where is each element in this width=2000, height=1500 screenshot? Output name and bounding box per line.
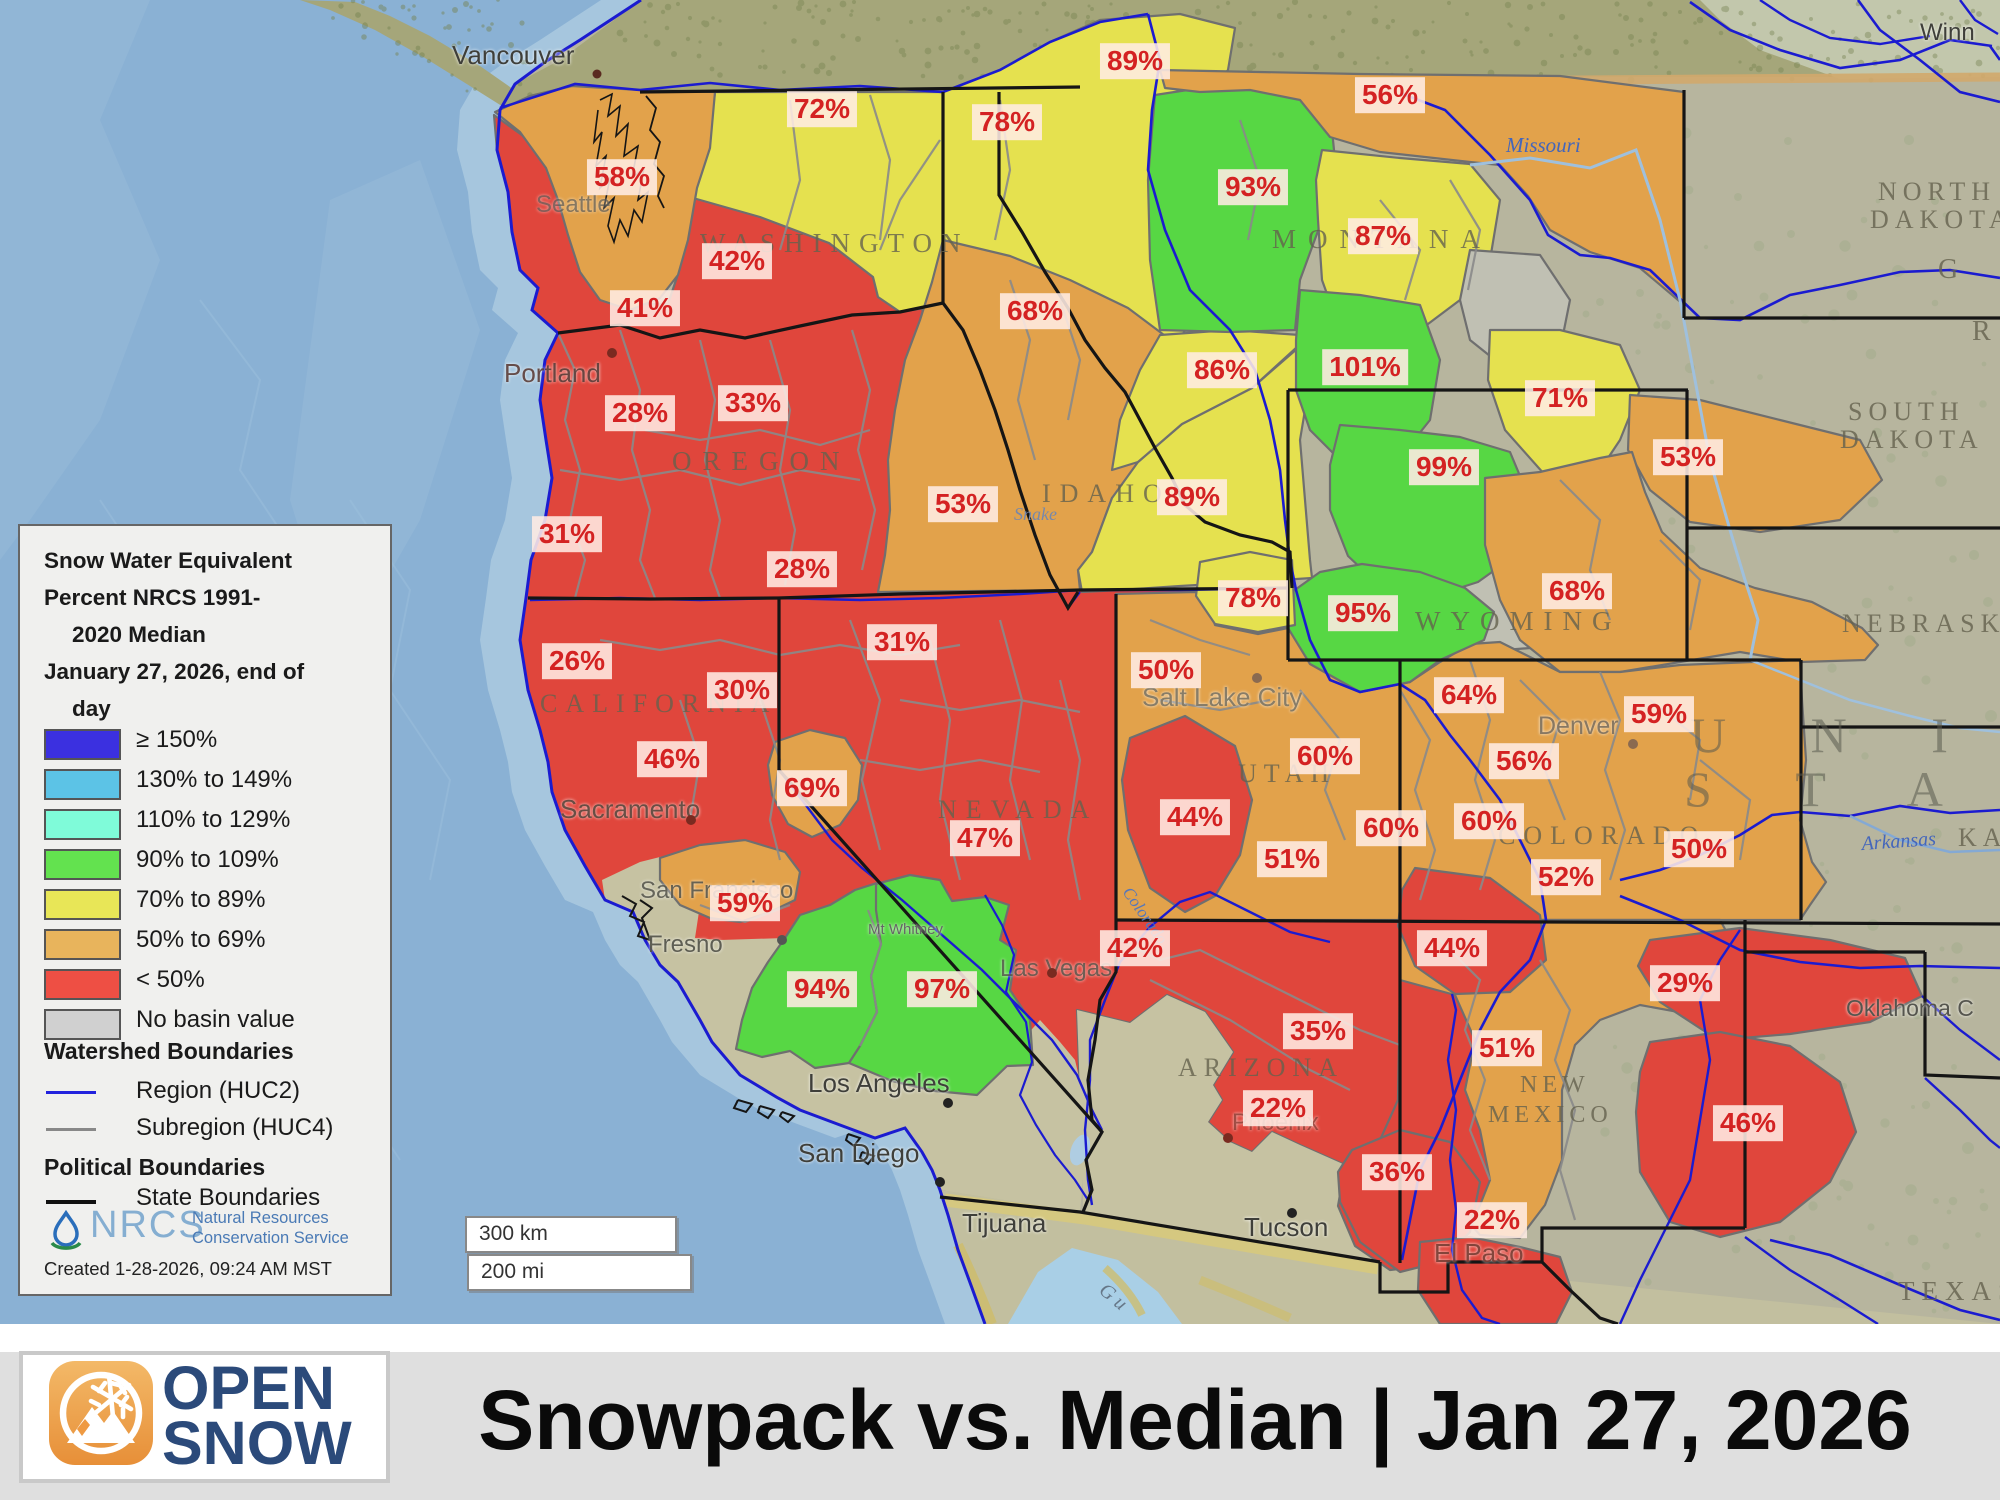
svg-text:U N I T E: U N I T E — [1690, 707, 2000, 763]
svg-text:IDAHO: IDAHO — [1042, 479, 1171, 508]
svg-text:Seattle: Seattle — [536, 191, 611, 218]
svg-text:Missouri: Missouri — [1505, 133, 1581, 157]
svg-text:DAKOTA: DAKOTA — [1870, 205, 2000, 234]
svg-text:R: R — [1972, 316, 1991, 347]
svg-text:Las Vegas: Las Vegas — [1000, 955, 1112, 982]
svg-text:WYOMING: WYOMING — [1415, 606, 1621, 636]
svg-text:SOUTH: SOUTH — [1848, 397, 1965, 426]
svg-text:Denver: Denver — [1538, 712, 1619, 740]
svg-text:NEW: NEW — [1520, 1072, 1590, 1098]
svg-text:TEXAS: TEXAS — [1898, 1276, 2000, 1306]
svg-text:Snake: Snake — [1014, 504, 1057, 524]
svg-text:S T A T E: S T A T E — [1684, 761, 2000, 817]
svg-text:Sacramento: Sacramento — [560, 794, 700, 824]
svg-text:MEXICO: MEXICO — [1488, 1102, 1613, 1128]
svg-text:Winn: Winn — [1920, 19, 1975, 46]
svg-text:Tijuana: Tijuana — [962, 1208, 1047, 1238]
svg-text:San Diego: San Diego — [798, 1138, 919, 1168]
svg-text:DAKOTA: DAKOTA — [1840, 425, 1984, 454]
svg-text:G: G — [1938, 254, 1958, 285]
svg-text:Fresno: Fresno — [648, 931, 723, 958]
svg-text:El Paso: El Paso — [1434, 1238, 1524, 1268]
svg-text:NORTH: NORTH — [1878, 177, 1996, 206]
svg-text:Mt Whitney: Mt Whitney — [868, 921, 944, 938]
svg-text:Portland: Portland — [504, 358, 601, 388]
svg-text:KANSAS: KANSAS — [1958, 823, 2000, 852]
svg-text:Arkansas: Arkansas — [1859, 828, 1937, 855]
svg-text:NEVADA: NEVADA — [938, 795, 1098, 824]
svg-text:OREGON: OREGON — [672, 446, 851, 476]
svg-text:Tucson: Tucson — [1244, 1212, 1328, 1242]
svg-text:ARIZONA: ARIZONA — [1178, 1053, 1344, 1082]
svg-text:Oklahoma C: Oklahoma C — [1846, 995, 1974, 1021]
svg-text:Vancouver: Vancouver — [452, 40, 575, 70]
svg-text:Los Angeles: Los Angeles — [808, 1068, 950, 1098]
svg-text:NEBRASKA: NEBRASKA — [1842, 609, 2000, 638]
